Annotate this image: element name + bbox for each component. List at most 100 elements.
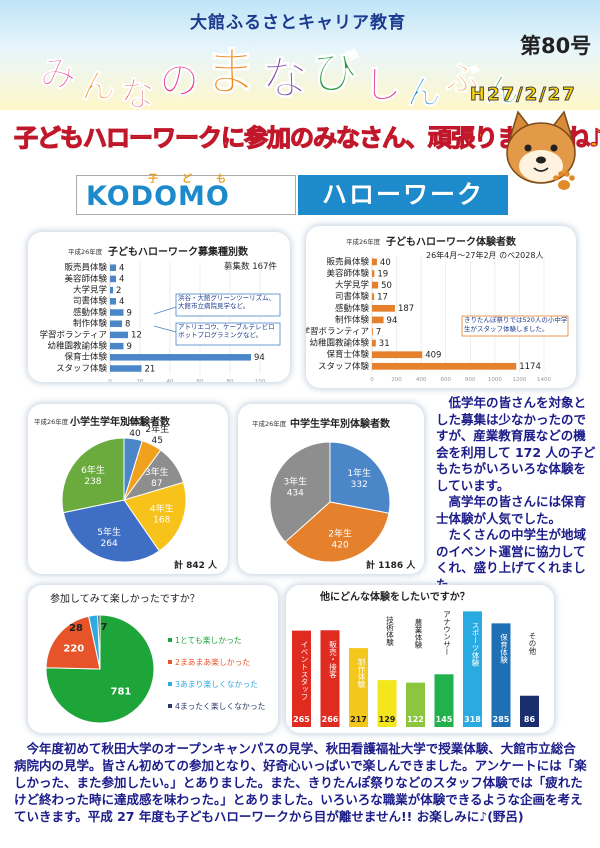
bar [372,281,379,289]
bar [110,320,122,327]
bar [372,362,517,370]
category-label: 大学見学 [335,280,370,291]
pie-slice [123,481,187,552]
bar [520,695,539,727]
category-label: 司書体験 [335,291,370,302]
bar [349,648,368,727]
bar [372,351,423,359]
side-paragraph: たくさんの中学生が地域のイベント運営に協力してくれ、盛り上げてくれました。 [436,527,587,592]
data-label: 21 [145,364,156,374]
chart-title: 他にどんな体験をしたいですか？ [319,590,470,603]
category-label: 制作体験 [73,318,108,329]
pie-slice [62,499,160,563]
chart-title: 参加してみて楽しかったですか？ [50,592,200,605]
issue-date: H27/2/27 [470,84,577,106]
slice-value: 87 [151,479,162,489]
chart-year: 平成26年度 [68,247,103,256]
data-label: 12 [131,331,142,341]
bar [372,304,395,312]
data-label: 31 [379,339,390,349]
chart-recruit: 平成26年度 子どもハローワーク募集種別数 募集数 167件 0 20 40 60 80… [40,245,281,385]
issue-number: 第80号 [520,34,592,58]
slice-value: 220 [63,643,84,654]
bar [377,680,397,727]
category-label: イベントスタッフ [300,641,309,701]
slice-label: 5年生 [97,526,121,538]
title-char: み [39,54,77,96]
chart-period: 26年4月～27年2月 のべ2028人 [426,250,543,260]
masthead-subtitle: 大館ふるさとキャリア教育 [190,13,406,33]
logo-hellowork: ハローワーク [298,175,508,215]
bar [372,328,373,335]
bar [110,286,113,294]
bar [372,258,377,266]
tick-label: 1400 [537,377,551,383]
data-label: 50 [381,281,392,291]
data-label: 129 [379,715,396,724]
tick-label: 40 [167,379,174,382]
bar [110,342,124,350]
data-label: 1174 [519,362,541,372]
bar [491,623,511,727]
pie-slice [61,437,125,514]
chart-title: 中学生学年別体験者数 [290,417,391,430]
category-label: 販売・接客 [328,639,337,679]
slice-value: 28 [69,623,83,634]
side-paragraph: 高学年の皆さんには保育士体験が人気でした。 [436,494,587,526]
tick-label: 200 [391,377,402,383]
category-label: スポーツ体験 [471,621,480,667]
data-label: 9 [127,342,132,352]
data-label: 94 [254,353,265,363]
legend-swatch [168,704,172,708]
kodomo-logo [76,175,296,215]
legend-swatch [168,660,172,664]
category-label: 幼稚園教諭体験 [47,340,107,351]
title-char: ぶ [445,59,480,100]
tick-label: 800 [465,377,476,383]
side-article: 低学年の皆さんを対象とした募集は少なかったのですが、産業教育展などの機会を利用し… [436,395,596,593]
data-label: 8 [125,320,130,330]
bar [320,630,340,727]
side-paragraph: 低学年の皆さんを対象とした募集は少なかったのですが、産業教育展などの機会を利用し… [436,395,596,493]
tick-label: 0 [108,379,112,382]
category-label: スタッフ体験 [56,363,108,374]
data-label: 86 [524,715,536,724]
category-label: 保育士体験 [64,352,107,363]
title-char: ま [204,43,257,104]
slice-value: 332 [351,480,368,490]
bar [372,293,375,301]
chart-note: きりたんぽ祭りでは520人の小中学生がスタッフ体験しました。 [464,316,568,333]
data-label: 19 [377,269,388,279]
bar [110,365,142,372]
slice-value: 168 [153,515,170,525]
legend-label: 3あまり楽しくなかった [175,679,258,689]
category-label: 保育体験 [499,633,508,665]
data-label: 265 [293,715,310,724]
tick-label: 400 [416,377,427,383]
category-label: 司書体験 [73,296,108,307]
bar [110,275,116,283]
bar [372,339,376,347]
bar [372,316,384,324]
chart-year: 平成26年度 [346,237,381,246]
slice-value: 7 [101,622,108,633]
slice-label: 2年生 [145,423,169,435]
category-label: アナウンサー [443,610,452,655]
title-char: ん [81,67,116,108]
bar [110,264,116,271]
category-label: 制作体験 [335,314,370,325]
shiba-dog-icon [506,110,576,184]
bar [110,331,128,339]
category-label: 技術体験 [385,615,394,648]
category-label: 保育士体験 [326,349,369,360]
slice-label: 2年生 [328,528,352,540]
legend-label: 1とても楽しかった [175,635,242,645]
slice-label: 1年生 [123,416,147,428]
category-label: 美容師体験 [64,273,107,284]
slice-value: 238 [84,477,101,487]
tick-label: 100 [255,379,266,382]
slice-label: 6年生 [81,464,105,476]
data-label: 187 [398,304,414,314]
title-char: な [261,51,308,106]
